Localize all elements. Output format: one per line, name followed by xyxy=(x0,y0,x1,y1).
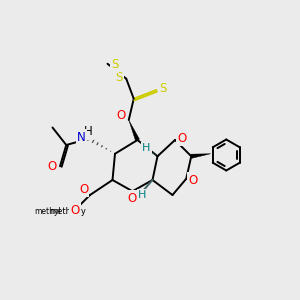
Polygon shape xyxy=(129,120,140,141)
Text: methyl: methyl xyxy=(34,207,61,216)
Text: S: S xyxy=(111,58,118,71)
Text: methoxy: methoxy xyxy=(50,207,86,216)
Text: N: N xyxy=(77,131,85,144)
Text: S: S xyxy=(116,71,123,84)
Text: O: O xyxy=(116,109,125,122)
Text: O: O xyxy=(79,183,88,196)
Text: O: O xyxy=(70,203,80,217)
Text: H: H xyxy=(84,125,93,138)
Text: O: O xyxy=(177,131,186,145)
Text: H: H xyxy=(142,143,150,153)
Text: S: S xyxy=(159,82,166,95)
Text: O: O xyxy=(188,173,198,187)
Polygon shape xyxy=(191,154,211,158)
Text: O: O xyxy=(47,160,57,173)
Text: O: O xyxy=(128,192,137,205)
Text: H: H xyxy=(138,190,147,200)
